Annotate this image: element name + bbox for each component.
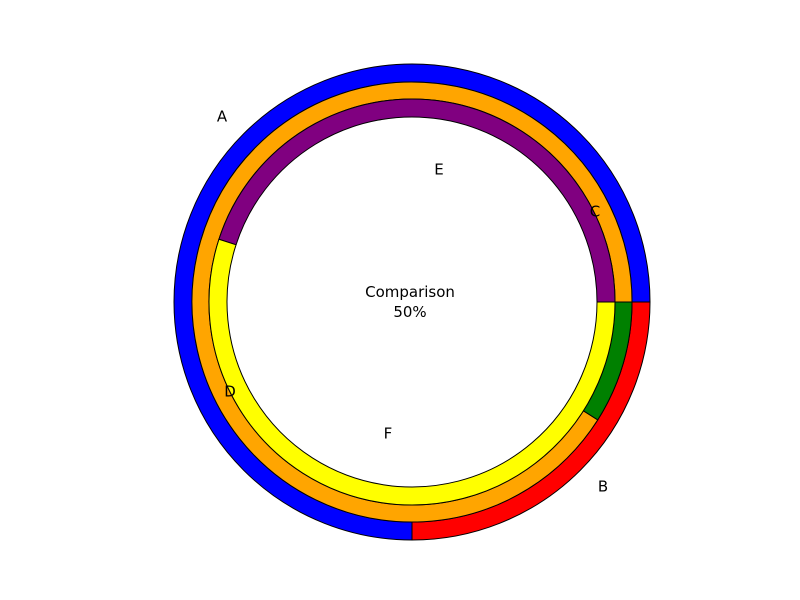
- center-label: Comparison 50%: [365, 283, 455, 321]
- slice-label-b: B: [598, 478, 608, 496]
- labels-layer: A B C E F D: [217, 108, 608, 496]
- slice-label-a: A: [217, 108, 228, 126]
- slice-label-f: F: [384, 425, 393, 443]
- ring-2-slice-unlabeled: [191, 81, 633, 523]
- slice-label-c: C: [590, 203, 600, 221]
- center-label-line-2: 50%: [393, 303, 426, 321]
- slice-label-e: E: [434, 161, 443, 179]
- ring-3-slice-f: [208, 238, 616, 506]
- center-label-line-1: Comparison: [365, 283, 455, 301]
- rings-layer: [173, 63, 651, 541]
- slice-label-d: D: [224, 383, 236, 401]
